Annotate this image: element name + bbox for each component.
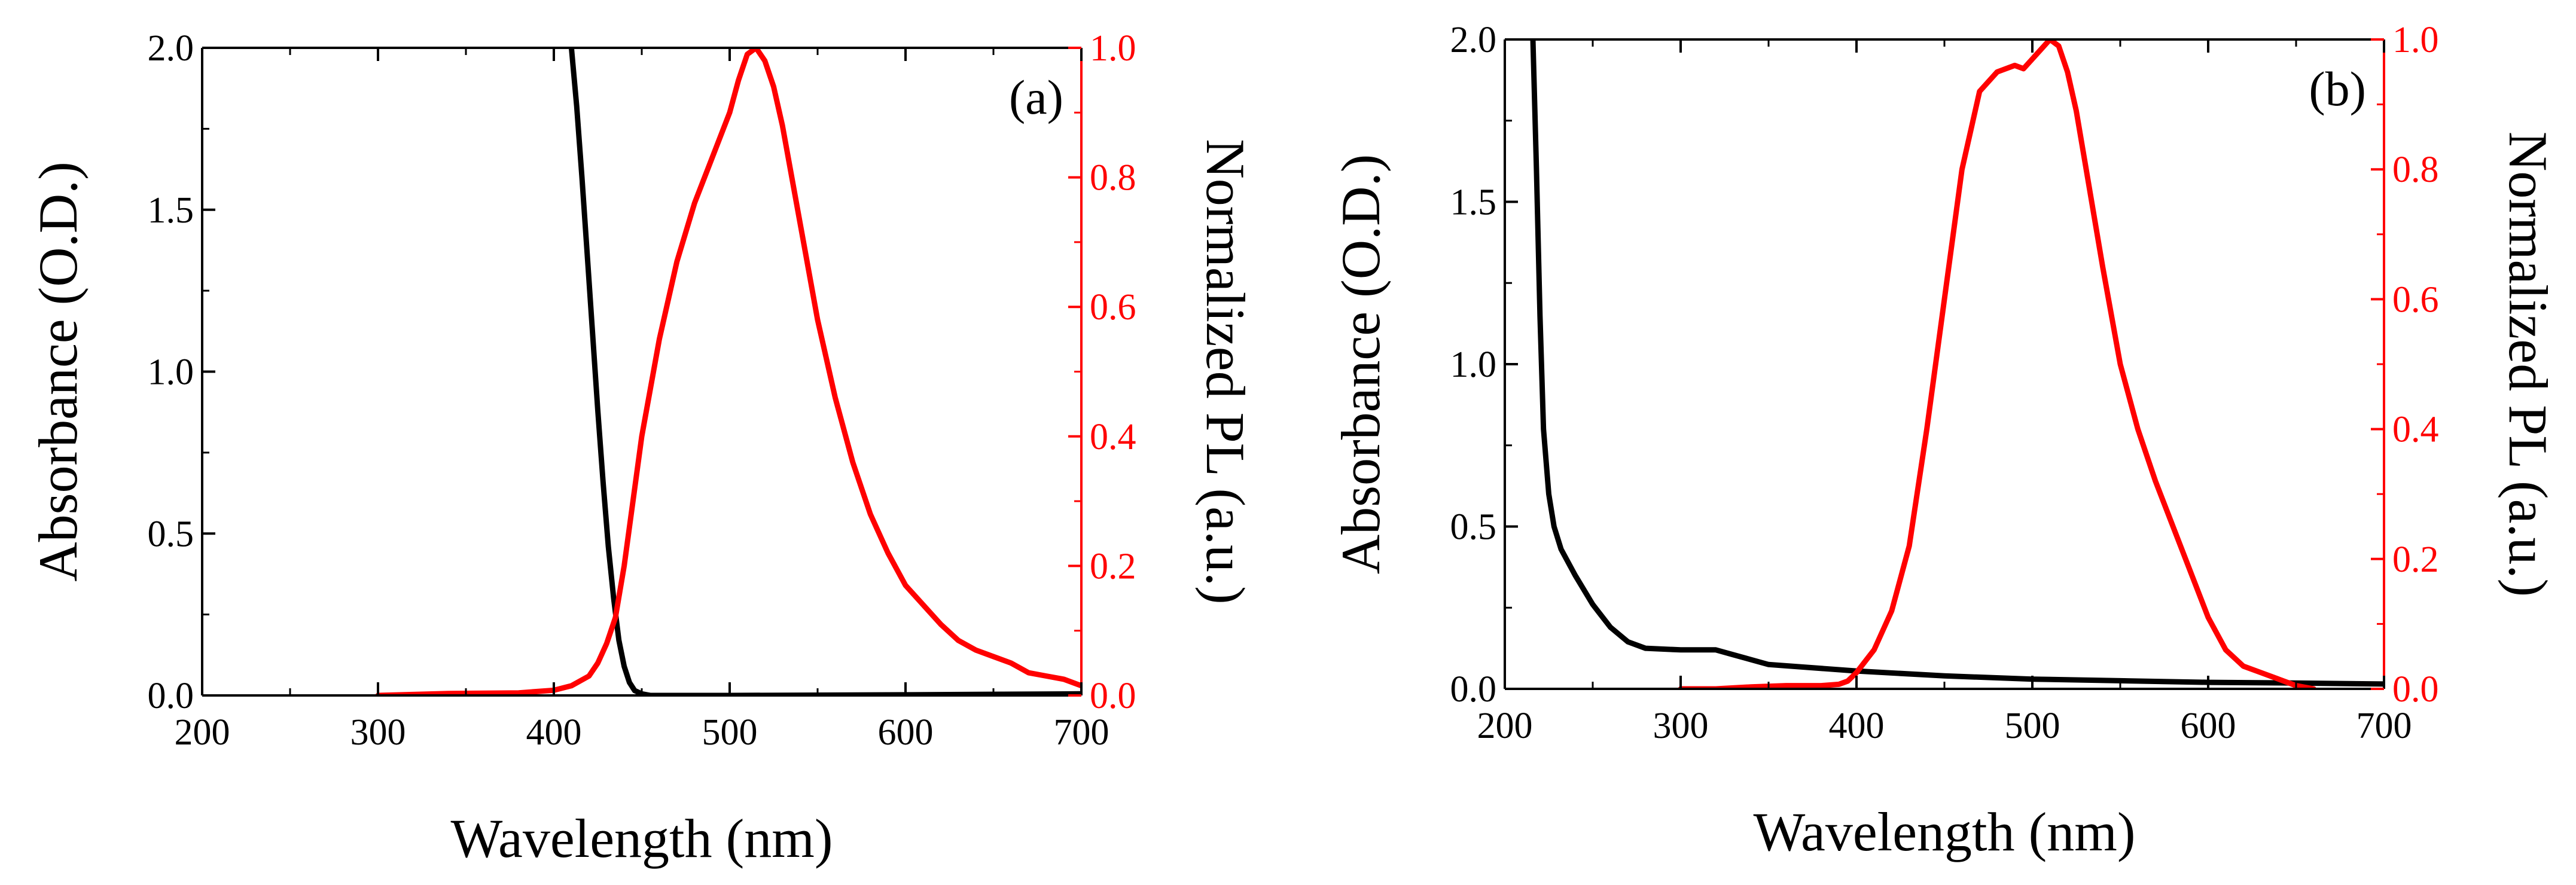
x-tick-label: 700	[1054, 712, 1109, 753]
y-axis-title: Absorbance (O.D.)	[1330, 154, 1391, 575]
y2-tick-label: 0.2	[2392, 539, 2439, 580]
x-tick-label: 600	[878, 712, 934, 753]
x-tick-label: 500	[702, 712, 758, 753]
y-tick-label: 0.5	[148, 514, 194, 554]
y2-tick-label: 1.0	[1090, 28, 1136, 69]
y-tick-label: 1.0	[1450, 344, 1497, 385]
y-axis-title: Absorbance (O.D.)	[28, 161, 89, 582]
y-tick-label: 1.5	[1450, 182, 1497, 223]
x-tick-label: 200	[175, 712, 230, 753]
y2-tick-label: 0.8	[2392, 149, 2439, 190]
y2-tick-label: 1.0	[2392, 20, 2439, 60]
absorbance-series-line	[1530, 39, 2384, 687]
x-tick-label: 500	[2005, 706, 2060, 746]
y-tick-label: 0.0	[148, 676, 194, 716]
x-tick-label: 200	[1477, 706, 1533, 746]
pl-series-line	[1678, 39, 2316, 689]
panel-a: 200 300 400 500 600 7000.00.51.01.52.00.00.20…	[28, 28, 1256, 869]
x-tick-label: 600	[2181, 706, 2236, 746]
y2-tick-label: 0.6	[2392, 279, 2439, 320]
x-axis-title: Wavelength (nm)	[1754, 801, 2136, 862]
y-tick-label: 1.5	[148, 190, 194, 231]
y2-tick-label: 0.8	[1090, 158, 1136, 199]
y2-tick-label: 0.4	[2392, 410, 2439, 450]
pl-series-line	[375, 48, 1081, 695]
panel-b: 200 300 400 500 600 7000.00.51.01.52.00.00.20…	[1330, 20, 2559, 862]
x-tick-label: 300	[350, 712, 406, 753]
x-tick-label: 300	[1653, 706, 1709, 746]
y2-tick-label: 0.4	[1090, 417, 1136, 457]
x-tick-label: 400	[526, 712, 582, 753]
y2-axis-title: Normalized PL (a.u.)	[2498, 132, 2559, 597]
y2-tick-label: 0.6	[1090, 287, 1136, 328]
y2-tick-label: 0.2	[1090, 546, 1136, 587]
x-tick-label: 400	[1829, 706, 1885, 746]
x-axis-title: Wavelength (nm)	[451, 808, 833, 869]
y-tick-label: 2.0	[148, 28, 194, 69]
x-tick-label: 700	[2356, 706, 2412, 746]
y2-tick-label: 0.0	[1090, 676, 1136, 716]
y-tick-label: 2.0	[1450, 20, 1497, 60]
y2-axis-title: Normalized PL (a.u.)	[1195, 139, 1256, 604]
y-tick-label: 0.5	[1450, 507, 1497, 548]
y-tick-label: 0.0	[1450, 669, 1497, 710]
panel-label: (a)	[1009, 70, 1063, 124]
y-tick-label: 1.0	[148, 352, 194, 393]
absorbance-series-line	[568, 48, 1081, 695]
panel-label: (b)	[2309, 62, 2366, 116]
y2-tick-label: 0.0	[2392, 669, 2439, 710]
